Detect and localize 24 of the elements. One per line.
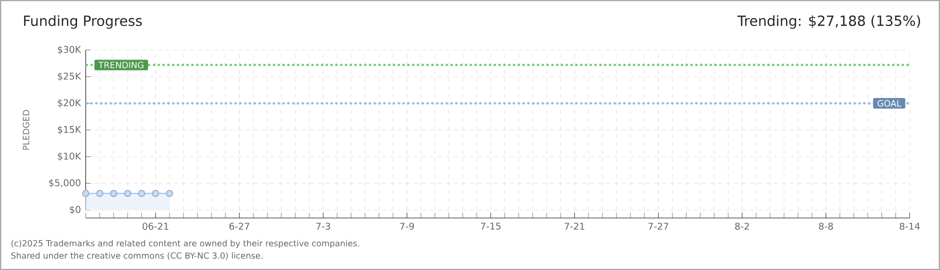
y-tick-label: $25K <box>58 72 82 81</box>
x-tick-label: 8-2 <box>735 222 749 230</box>
y-tick-label: $20K <box>58 99 82 108</box>
y-tick-label: $10K <box>58 152 82 161</box>
x-tick-label: 7-3 <box>316 222 330 230</box>
y-tick-label: $0 <box>70 206 80 214</box>
text: Shared under the creative commons (CC BY-NC 3.0) license. <box>11 252 262 260</box>
x-tick-label: 7-15 <box>480 222 501 230</box>
x-tick-label: 6-27 <box>229 222 250 230</box>
y-axis-title: PLEDGED <box>22 110 30 150</box>
x-tick-label: 8-8 <box>818 222 833 230</box>
x-tick-label: 7-27 <box>648 222 668 230</box>
chart-subtitle: Trending: $27,188 (135%) <box>737 15 920 29</box>
ref-line-label: TRENDING <box>98 62 144 68</box>
ref-line-label: GOAL <box>878 100 902 107</box>
x-tick-label: 7-21 <box>564 222 584 230</box>
x-tick-label: 06-21 <box>142 222 168 230</box>
x-tick-label: 7-9 <box>400 222 414 230</box>
chart-title: Funding Progress <box>24 15 142 29</box>
text: (c)2025 Trademarks and related content are owned by their respective companies. <box>11 240 360 248</box>
x-tick-label: 8-14 <box>900 222 920 230</box>
y-tick-label: $5,000 <box>49 179 80 188</box>
y-tick-label: $30K <box>58 46 82 54</box>
y-tick-label: $15K <box>58 126 82 134</box>
